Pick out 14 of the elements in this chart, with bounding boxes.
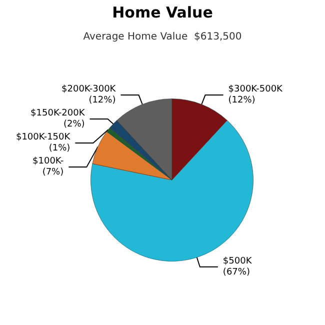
data-label: (67%) [222,267,250,278]
chart-title: Home Value [112,4,213,22]
slice-label: $200K-300K [62,84,117,95]
data-label: (7%) [42,168,64,178]
data-label: (12%) [228,96,256,106]
data-label: (12%) [88,96,116,106]
slice-label: $500K [222,256,253,266]
slice-label: $100K- [32,156,64,167]
slice-label: $150K-200K [30,108,86,119]
slice-label: $300K-500K [228,84,284,95]
slice-label: $100K-150K [16,132,72,143]
data-label: (2%) [63,120,85,130]
data-label: (1%) [48,144,70,154]
chart-subtitle: Average Home Value $613,500 [83,32,242,42]
